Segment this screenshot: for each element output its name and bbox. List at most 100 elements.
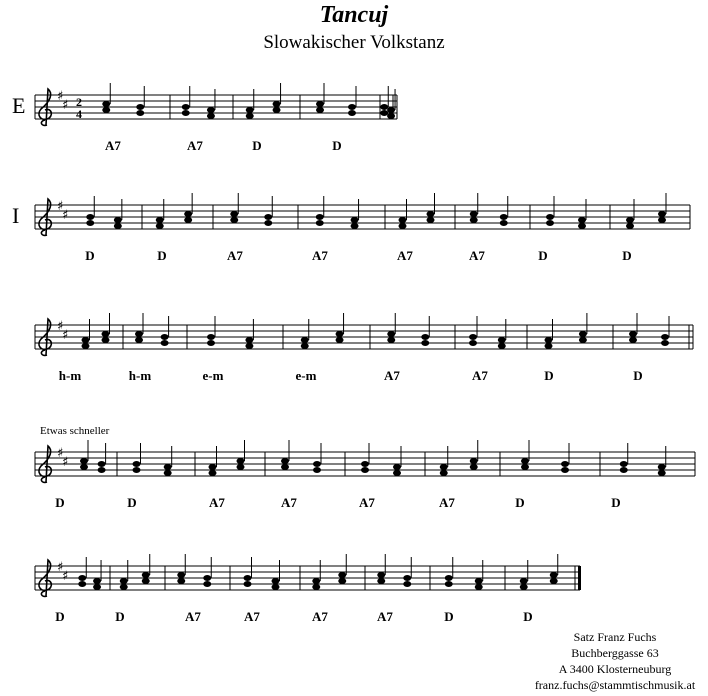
note-head <box>519 578 528 584</box>
title: Tancuj <box>320 2 389 28</box>
note-head <box>135 337 143 343</box>
note-head <box>387 113 396 119</box>
note-head <box>93 584 102 590</box>
note-head <box>208 464 217 470</box>
note-head <box>499 220 508 226</box>
note-head <box>243 581 252 587</box>
chord-name: D <box>538 248 547 263</box>
note-head <box>335 337 344 343</box>
time-sig: 4 <box>76 107 82 121</box>
chord-name: e-m <box>203 368 224 383</box>
chord-name: D <box>523 609 532 624</box>
time-sig: 2 <box>76 95 82 109</box>
note-head <box>629 331 637 337</box>
note-head <box>155 223 164 229</box>
note-head <box>544 337 553 343</box>
note-head <box>361 461 369 467</box>
section-label: E <box>12 93 25 118</box>
footer-line: Satz Franz Fuchs <box>574 630 657 644</box>
note-head <box>272 101 281 107</box>
note-head <box>469 217 478 223</box>
chord-name: D <box>55 609 64 624</box>
sharp: ♯ <box>62 98 68 113</box>
note-head <box>315 214 324 220</box>
chord-name: A7 <box>227 248 243 263</box>
note-head <box>236 458 245 464</box>
note-head <box>546 214 554 220</box>
chord-name: A7 <box>312 248 328 263</box>
note-head <box>619 467 628 473</box>
footer-line: Buchberggasse 63 <box>571 646 658 660</box>
note-head <box>136 110 145 116</box>
note-head <box>469 334 477 340</box>
note-head <box>97 461 106 467</box>
note-head <box>578 217 586 223</box>
note-head <box>245 113 254 119</box>
note-head <box>313 467 321 473</box>
note-head <box>207 340 215 346</box>
note-head <box>184 211 193 217</box>
chord-name: A7 <box>187 138 203 153</box>
note-head <box>469 211 478 217</box>
chord-name: D <box>55 495 64 510</box>
note-head <box>312 578 321 584</box>
note-head <box>80 464 88 470</box>
note-head <box>203 575 212 581</box>
treble-clef <box>38 197 53 237</box>
note-head <box>521 464 529 470</box>
sharp: ♯ <box>62 328 68 343</box>
note-head <box>469 464 478 470</box>
chord-name: A7 <box>439 495 455 510</box>
footer-line: A 3400 Klosterneuburg <box>559 662 671 676</box>
note-head <box>177 578 186 584</box>
chord-name: D <box>611 495 620 510</box>
note-head <box>316 107 324 113</box>
note-head <box>439 464 448 470</box>
note-head <box>444 581 453 587</box>
note-head <box>300 343 309 349</box>
note-head <box>578 337 587 343</box>
treble-clef <box>38 317 53 357</box>
note-head <box>561 461 569 467</box>
note-head <box>350 217 359 223</box>
note-head <box>439 470 448 476</box>
note-head <box>101 331 110 337</box>
note-head <box>521 458 529 464</box>
section-label: I <box>12 203 19 228</box>
note-head <box>245 107 254 113</box>
note-head <box>578 223 586 229</box>
note-head <box>348 104 356 110</box>
chord-name: A7 <box>384 368 400 383</box>
chord-name: e-m <box>296 368 317 383</box>
sharp: ♯ <box>62 455 68 470</box>
note-head <box>86 220 95 226</box>
note-head <box>361 467 369 473</box>
note-head <box>469 458 478 464</box>
chord-name: A7 <box>244 609 260 624</box>
note-head <box>661 340 669 346</box>
note-head <box>626 217 634 223</box>
note-head <box>549 578 558 584</box>
note-head <box>549 572 558 578</box>
note-head <box>135 331 143 337</box>
note-head <box>141 572 150 578</box>
note-head <box>426 211 435 217</box>
chord-name: A7 <box>209 495 225 510</box>
subtitle: Slowakischer Volkstanz <box>263 32 444 53</box>
note-head <box>181 110 190 116</box>
note-head <box>78 575 87 581</box>
note-head <box>626 223 634 229</box>
chord-name: D <box>115 609 124 624</box>
note-head <box>101 337 110 343</box>
sharp: ♯ <box>62 569 68 584</box>
note-head <box>426 217 435 223</box>
note-head <box>208 470 217 476</box>
chord-name: A7 <box>469 248 485 263</box>
note-head <box>80 458 88 464</box>
note-head <box>315 220 324 226</box>
note-head <box>86 214 95 220</box>
note-head <box>97 467 106 473</box>
chord-name: D <box>622 248 631 263</box>
note-head <box>113 217 122 223</box>
